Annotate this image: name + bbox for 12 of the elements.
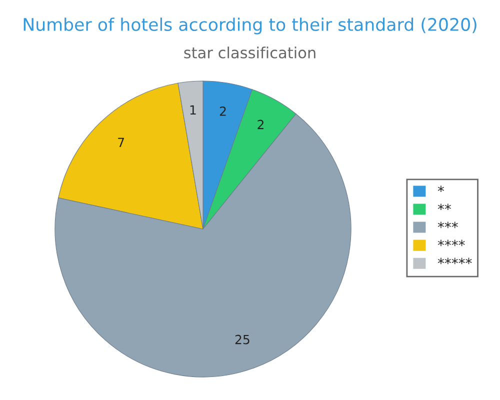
- data-label: 1: [190, 105, 196, 114]
- legend-label: ****: [438, 240, 465, 246]
- chart-title: Number of hotels according to their standard (2020): [24, 18, 476, 34]
- chart-subtitle: star classification: [184, 46, 316, 58]
- data-label: 2: [258, 120, 264, 130]
- legend-label: ***: [438, 222, 458, 228]
- data-label: 25: [235, 334, 250, 344]
- legend-label: *****: [438, 258, 472, 264]
- legend-label: *: [438, 186, 444, 192]
- data-label: 2: [220, 106, 226, 116]
- data-label: 7: [118, 138, 124, 147]
- legend-label: **: [438, 204, 451, 210]
